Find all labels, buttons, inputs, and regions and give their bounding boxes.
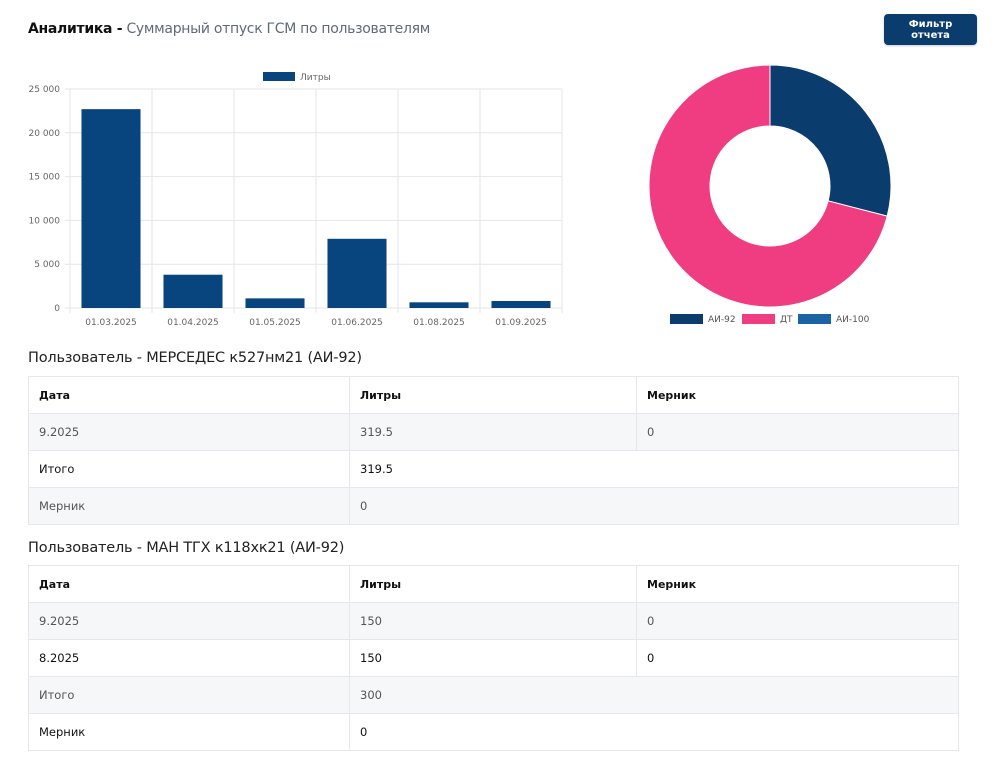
mernik-row: Мерник 0 [28, 713, 959, 751]
cell-liters: 150 [349, 639, 637, 677]
y-tick-label: 25 000 [29, 85, 61, 95]
y-tick-label: 5 000 [34, 260, 60, 270]
x-tick-label: 01.08.2025 [413, 318, 465, 328]
column-header-mernik: Мерник [636, 565, 959, 603]
y-tick-label: 15 000 [29, 173, 61, 183]
page-title-subtitle: Суммарный отпуск ГСМ по пользователям [126, 21, 430, 37]
column-header-date: Дата [28, 565, 350, 603]
mernik-label: Мерник [28, 487, 350, 525]
legend-swatch [798, 314, 831, 324]
donut-chart: АИ-92 ДТ АИ-100 [648, 64, 892, 325]
total-row: Итого 300 [28, 676, 959, 714]
mernik-value: 0 [349, 713, 959, 751]
filter-report-button[interactable]: Фильтр отчета [884, 14, 977, 45]
user-section-title: Пользователь - МАН ТГХ к118хк21 (АИ-92) [28, 540, 345, 556]
page-title: Аналитика - Суммарный отпуск ГСМ по поль… [28, 21, 430, 37]
cell-mernik: 0 [636, 602, 959, 640]
donut-slice [648, 64, 888, 308]
x-tick-label: 01.05.2025 [249, 318, 301, 328]
table-header-row: Дата Литры Мерник [28, 376, 959, 414]
mernik-row: Мерник 0 [28, 487, 959, 525]
bar [409, 302, 469, 308]
cell-liters: 319.5 [349, 413, 637, 451]
legend-label: ДТ [780, 315, 793, 325]
cell-liters: 150 [349, 602, 637, 640]
column-header-liters: Литры [349, 565, 637, 603]
table-row: 9.2025 150 0 [28, 602, 959, 640]
legend-swatch [742, 314, 775, 324]
x-tick-label: 01.09.2025 [495, 318, 547, 328]
legend-label: АИ-100 [836, 315, 870, 325]
y-tick-label: 0 [54, 304, 60, 314]
bar [327, 238, 387, 308]
total-label: Итого [28, 676, 350, 714]
page-title-main: Аналитика - [28, 21, 123, 37]
chart-legend: Литры [263, 72, 331, 83]
x-tick-label: 01.04.2025 [167, 318, 219, 328]
column-header-mernik: Мерник [636, 376, 959, 414]
chart-legend: АИ-92 ДТ АИ-100 [670, 314, 870, 325]
column-header-date: Дата [28, 376, 350, 414]
cell-date: 9.2025 [28, 602, 350, 640]
y-tick-label: 10 000 [29, 216, 61, 226]
total-label: Итого [28, 450, 350, 488]
cell-mernik: 0 [636, 413, 959, 451]
user-section-title: Пользователь - МЕРСЕДЕС к527нм21 (АИ-92) [28, 350, 362, 366]
cell-date: 8.2025 [28, 639, 350, 677]
mernik-value: 0 [349, 487, 959, 525]
bar [81, 109, 141, 308]
mernik-label: Мерник [28, 713, 350, 751]
total-value: 319.5 [349, 450, 959, 488]
table-row: 8.2025 150 0 [28, 639, 959, 677]
legend-swatch [263, 72, 295, 81]
cell-date: 9.2025 [28, 413, 350, 451]
bar-chart: Литры 0 5 000 10 000 15 000 20 000 25 000 01.03… [29, 72, 563, 328]
bar [491, 300, 551, 308]
x-tick-label: 01.06.2025 [331, 318, 383, 328]
user-table: Дата Литры Мерник 9.2025 150 0 8.2025 15… [28, 565, 959, 751]
table-header-row: Дата Литры Мерник [28, 565, 959, 603]
column-header-liters: Литры [349, 376, 637, 414]
cell-mernik: 0 [636, 639, 959, 677]
legend-label: АИ-92 [708, 315, 736, 325]
table-row: 9.2025 319.5 0 [28, 413, 959, 451]
total-value: 300 [349, 676, 959, 714]
total-row: Итого 319.5 [28, 450, 959, 488]
x-tick-label: 01.03.2025 [85, 318, 137, 328]
bar [245, 298, 305, 308]
donut-slice [769, 64, 892, 217]
y-tick-label: 20 000 [29, 129, 61, 139]
user-table: Дата Литры Мерник 9.2025 319.5 0 Итого 3… [28, 376, 959, 525]
bar [163, 274, 223, 308]
legend-label: Литры [300, 73, 331, 83]
legend-swatch [670, 314, 703, 324]
